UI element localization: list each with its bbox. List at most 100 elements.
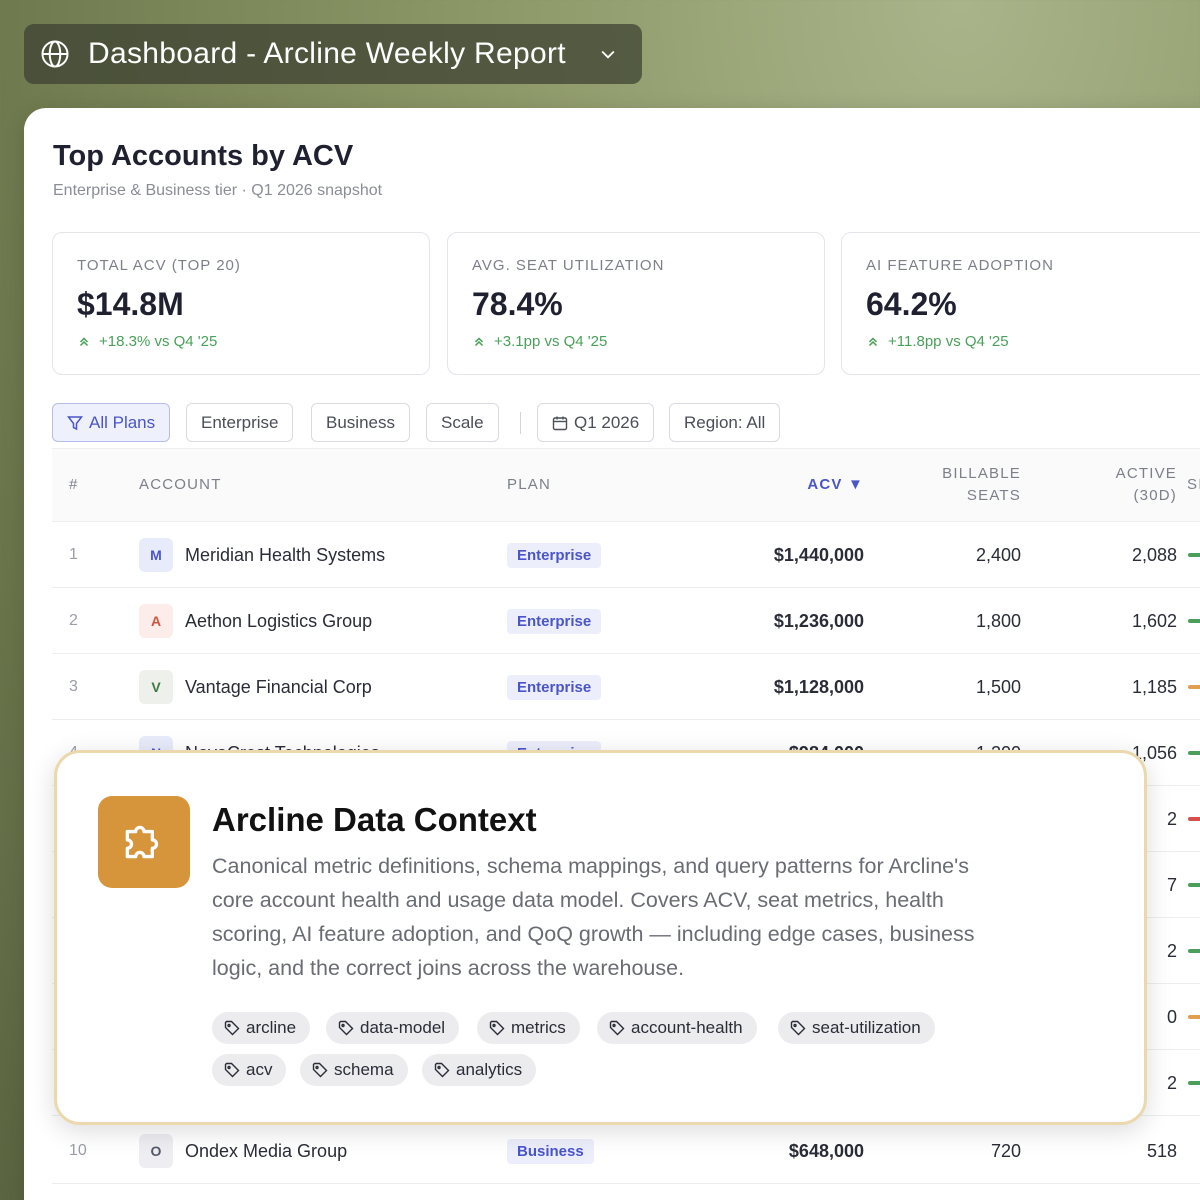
kpi-delta-text: +18.3% vs Q4 '25	[99, 333, 218, 350]
row-num: 10	[69, 1142, 87, 1159]
data-context-card[interactable]: Arcline Data Context Canonical metric de…	[54, 750, 1147, 1125]
tag-chip[interactable]: account-health	[597, 1012, 757, 1044]
tag-chip[interactable]: seat-utilization	[778, 1012, 935, 1044]
report-selector[interactable]: Dashboard - Arcline Weekly Report	[24, 24, 642, 84]
table-row[interactable]: 3 V Vantage Financial Corp Enterprise $1…	[52, 654, 1200, 720]
account-name[interactable]: Ondex Media Group	[185, 1140, 348, 1161]
page-subtitle: Enterprise & Business tier · Q1 2026 sna…	[53, 182, 383, 199]
billable-seats-value: 720	[990, 1140, 1021, 1161]
plan-cell: Enterprise	[507, 654, 602, 720]
filter-business[interactable]: Business	[311, 403, 410, 442]
tag-label: data-model	[360, 1018, 446, 1037]
trend-up-icon	[79, 336, 89, 346]
kpi-label: AI FEATURE ADOPTION	[866, 257, 1054, 274]
tag-chip[interactable]: acv	[212, 1054, 287, 1086]
billable-seats-value: 1,500	[975, 676, 1021, 697]
card-icon-tile	[98, 796, 190, 888]
tag-chip[interactable]: metrics	[477, 1012, 580, 1044]
col-plan[interactable]: PLAN	[507, 476, 551, 493]
status-bar	[1188, 619, 1200, 623]
kpi-delta: +3.1pp vs Q4 '25	[472, 333, 607, 350]
col-account[interactable]: ACCOUNT	[139, 476, 222, 493]
filter-region[interactable]: Region: All	[669, 403, 781, 442]
active-30d-value: 1,185	[1131, 676, 1177, 697]
col-label-line: ACTIVE	[1115, 465, 1177, 482]
card-title: Arcline Data Context	[212, 801, 537, 838]
account-name[interactable]: Aethon Logistics Group	[185, 610, 373, 631]
account-name[interactable]: Vantage Financial Corp	[185, 676, 372, 697]
tag-chip[interactable]: data-model	[326, 1012, 460, 1044]
row-num: 3	[69, 678, 78, 695]
page-title: Top Accounts by ACV	[53, 140, 354, 172]
tag-chip[interactable]: arcline	[212, 1012, 311, 1044]
filter-label: Region: All	[684, 412, 766, 432]
active-30d-value: 1,602	[1131, 610, 1177, 631]
status-bar	[1188, 817, 1200, 821]
tag-icon	[224, 1020, 240, 1036]
plan-badge: Business	[507, 1138, 594, 1164]
tag-label: acv	[246, 1060, 273, 1079]
tag-label: metrics	[511, 1018, 566, 1037]
chevron-down-icon[interactable]	[598, 44, 618, 64]
kpi-delta: +11.8pp vs Q4 '25	[866, 333, 1009, 350]
kpi-card-total-acv: TOTAL ACV (TOP 20) $14.8M +18.3% vs Q4 '…	[52, 232, 430, 375]
col-label-line: SEATS	[966, 487, 1021, 504]
table-row[interactable]: 1 M Meridian Health Systems Enterprise $…	[52, 522, 1200, 588]
active-30d-value-partial: 7	[1166, 874, 1177, 895]
kpi-value: 64.2%	[866, 286, 957, 322]
plan-cell: Business	[507, 1118, 594, 1184]
tag-icon	[609, 1020, 625, 1036]
col-active-30d[interactable]: ACTIVE (30D)	[1116, 463, 1177, 507]
globe-icon	[41, 40, 69, 68]
filter-quarter[interactable]: Q1 2026	[537, 403, 655, 442]
avatar: O	[139, 1134, 173, 1168]
filter-enterprise[interactable]: Enterprise	[186, 403, 294, 442]
kpi-card-seat-utilization: AVG. SEAT UTILIZATION 78.4% +3.1pp vs Q4…	[447, 232, 825, 375]
tag-label: account-health	[631, 1018, 743, 1037]
tag-label: arcline	[246, 1018, 297, 1037]
status-bar	[1188, 1015, 1200, 1019]
plan-badge: Enterprise	[507, 674, 602, 700]
puzzle-icon	[125, 825, 159, 859]
filter-scale[interactable]: Scale	[426, 403, 499, 442]
tag-label: seat-utilization	[812, 1018, 921, 1037]
active-30d-value-partial: 2	[1166, 940, 1177, 961]
kpi-value: $14.8M	[77, 286, 184, 322]
avatar: M	[139, 538, 173, 572]
active-30d-value: 518	[1146, 1140, 1177, 1161]
filter-label: Scale	[441, 412, 484, 432]
active-30d-value-partial: 2	[1166, 1072, 1177, 1093]
kpi-value: 78.4%	[472, 286, 563, 322]
tag-icon	[489, 1020, 505, 1036]
active-30d-value: 1,056	[1131, 742, 1177, 763]
col-label-line: (30D)	[1133, 487, 1177, 504]
billable-seats-value: 1,800	[975, 610, 1021, 631]
trend-up-icon	[474, 336, 484, 346]
active-30d-value: 2,088	[1131, 544, 1177, 565]
avatar: A	[139, 604, 173, 638]
kpi-delta-text: +3.1pp vs Q4 '25	[494, 333, 608, 350]
status-bar	[1188, 751, 1200, 755]
table-header: # ACCOUNT PLAN ACV ▼ BILLABLE SEATS ACTI…	[52, 448, 1200, 522]
active-30d-value-partial: 2	[1166, 808, 1177, 829]
col-billable-seats[interactable]: BILLABLE SEATS	[942, 463, 1021, 507]
account-avatar-wrap: M	[139, 522, 173, 588]
account-name[interactable]: Meridian Health Systems	[185, 544, 386, 565]
avatar: V	[139, 670, 173, 704]
table-row[interactable]: 10 O Ondex Media Group Business $648,000…	[52, 1118, 1200, 1184]
col-partial[interactable]: SI	[1187, 476, 1200, 493]
plan-cell: Enterprise	[507, 522, 602, 588]
acv-value: $1,236,000	[773, 610, 864, 631]
col-acv-sorted[interactable]: ACV ▼	[807, 476, 864, 493]
filter-all-plans[interactable]: All Plans	[52, 403, 171, 442]
table-row[interactable]: 2 A Aethon Logistics Group Enterprise $1…	[52, 588, 1200, 654]
trend-up-icon	[868, 336, 878, 346]
kpi-label: TOTAL ACV (TOP 20)	[77, 257, 241, 274]
tag-chip[interactable]: schema	[300, 1054, 408, 1086]
status-bar	[1188, 553, 1200, 557]
kpi-card-ai-adoption: AI FEATURE ADOPTION 64.2% +11.8pp vs Q4 …	[841, 232, 1200, 375]
calendar-icon	[552, 416, 568, 430]
tag-label: analytics	[456, 1060, 523, 1079]
status-bar	[1188, 949, 1200, 953]
tag-chip[interactable]: analytics	[422, 1054, 537, 1086]
